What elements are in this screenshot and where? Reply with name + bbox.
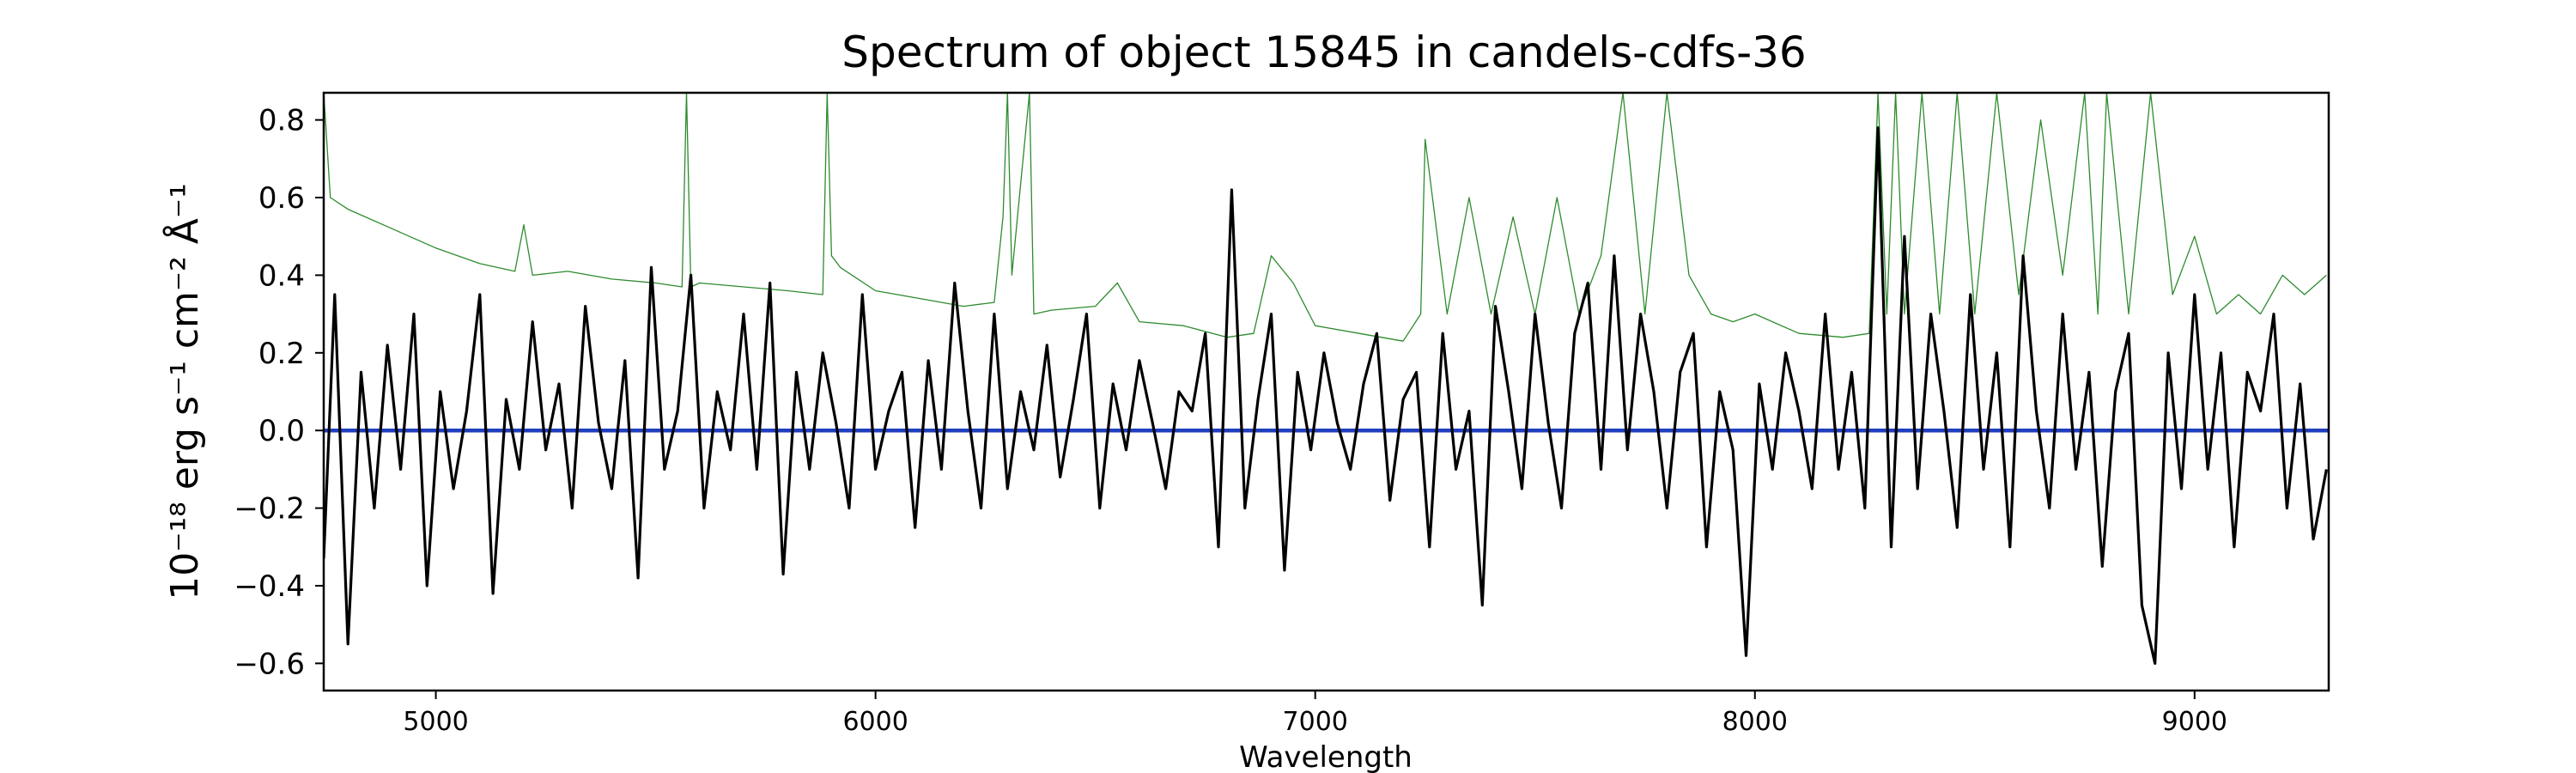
y-tick-label: 0.4 bbox=[258, 259, 305, 293]
x-axis-label: Wavelength bbox=[1239, 740, 1413, 773]
y-axis: −0.6 −0.4 −0.2 0.0 0.2 0.4 0.6 0.8 bbox=[234, 104, 324, 681]
x-axis: 5000 6000 7000 8000 9000 bbox=[403, 691, 2227, 737]
y-tick-label: −0.4 bbox=[234, 569, 305, 604]
y-tick-label: 0.6 bbox=[258, 181, 305, 216]
x-tick-label: 6000 bbox=[842, 707, 908, 737]
y-tick-label: −0.2 bbox=[234, 492, 305, 526]
y-tick-label: 0.8 bbox=[258, 104, 305, 138]
plot-frame bbox=[322, 91, 2330, 692]
y-tick-label: 0.0 bbox=[258, 414, 305, 448]
series-layer bbox=[324, 93, 2329, 666]
x-tick-label: 9000 bbox=[2162, 707, 2227, 737]
series-line-1 bbox=[324, 93, 2327, 342]
x-tick-label: 7000 bbox=[1283, 707, 1348, 737]
x-tick-label: 5000 bbox=[403, 707, 468, 737]
y-tick-label: −0.6 bbox=[234, 647, 305, 681]
y-axis-label: 10⁻¹⁸ erg s⁻¹ cm⁻² Å⁻¹ bbox=[161, 183, 207, 600]
y-tick-label: 0.2 bbox=[258, 337, 305, 371]
x-tick-label: 8000 bbox=[1722, 707, 1788, 737]
series-line-0 bbox=[324, 126, 2328, 666]
chart-title: Spectrum of object 15845 in candels-cdfs… bbox=[841, 27, 1807, 77]
